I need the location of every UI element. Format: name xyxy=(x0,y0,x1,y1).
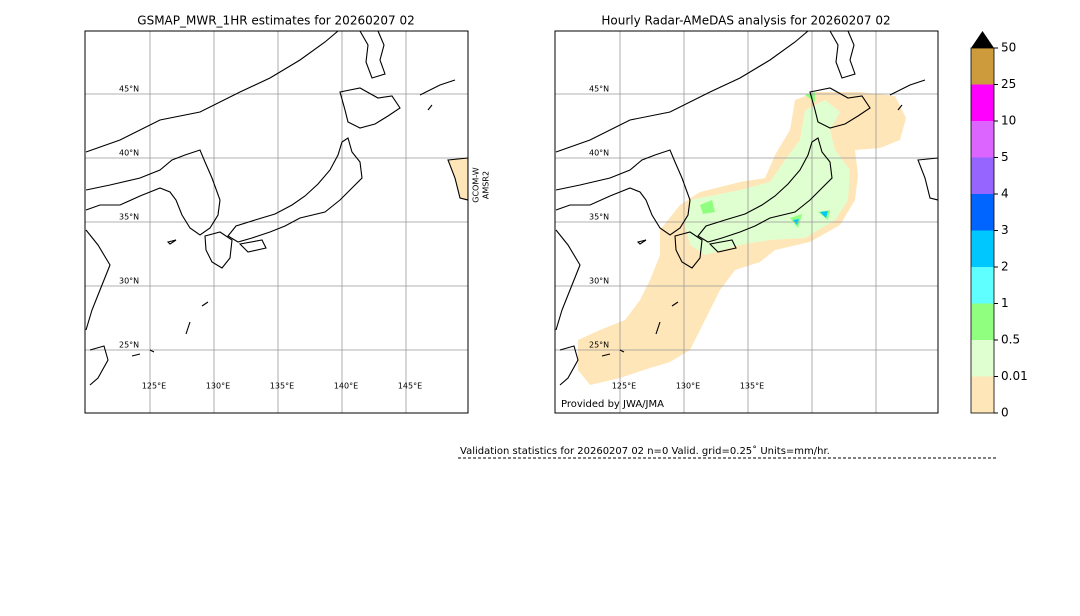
lon-label: 135°E xyxy=(270,382,294,391)
colorbar-label: 1 xyxy=(1001,296,1009,310)
colorbar-segment xyxy=(971,376,994,413)
colorbar-segment xyxy=(971,230,994,267)
lat-label: 35°N xyxy=(119,213,139,222)
lat-label: 45°N xyxy=(119,85,139,94)
map-frame xyxy=(84,30,469,414)
lat-label: 25°N xyxy=(589,341,609,350)
lat-label: 45°N xyxy=(589,85,609,94)
colorbar-segment xyxy=(971,267,994,304)
coastline xyxy=(85,31,468,386)
colorbar-label: 25 xyxy=(1001,77,1016,91)
lat-label: 25°N xyxy=(119,341,139,350)
satellite-label: GCOM-W xyxy=(472,167,481,203)
colorbar-segment xyxy=(971,157,994,194)
panel-title: Hourly Radar-AMeDAS analysis for 2026020… xyxy=(601,14,890,28)
colorbar-extend xyxy=(971,31,994,48)
colorbar-label: 0.5 xyxy=(1001,333,1020,347)
panel-title: GSMAP_MWR_1HR estimates for 20260207 02 xyxy=(137,14,414,28)
colorbar-segment xyxy=(971,303,994,340)
lon-label: 130°E xyxy=(676,382,700,391)
colorbar-segment xyxy=(971,48,994,85)
colorbar-label: 4 xyxy=(1001,187,1009,201)
colorbar-label: 0 xyxy=(1001,406,1009,420)
lon-label: 130°E xyxy=(206,382,230,391)
lon-label: 140°E xyxy=(334,382,358,391)
credit: Provided by JWA/JMA xyxy=(561,399,664,410)
lon-label: 125°E xyxy=(612,382,636,391)
lat-label: 30°N xyxy=(119,277,139,286)
lon-label: 145°E xyxy=(398,382,422,391)
lat-label: 40°N xyxy=(119,149,139,158)
colorbar-label: 5 xyxy=(1001,150,1009,164)
colorbar-label: 50 xyxy=(1001,41,1016,55)
colorbar-segment xyxy=(971,340,994,377)
map-frame xyxy=(554,30,939,414)
map-left xyxy=(85,31,468,413)
colorbar: 0 0.01 0.5 1 2 3 4 5 10 25 50 xyxy=(970,31,1028,420)
lon-label: 125°E xyxy=(142,382,166,391)
lat-label: 35°N xyxy=(589,213,609,222)
graticule xyxy=(555,31,938,413)
map-right xyxy=(555,31,938,413)
colorbar-label: 0.01 xyxy=(1001,369,1028,383)
lat-label: 40°N xyxy=(589,149,609,158)
lat-label: 30°N xyxy=(589,277,609,286)
colorbar-label: 2 xyxy=(1001,260,1009,274)
colorbar-label: 3 xyxy=(1001,223,1009,237)
validation-text: Validation statistics for 20260207 02 n=… xyxy=(460,445,830,457)
colorbar-segment xyxy=(971,84,994,121)
lon-label: 135°E xyxy=(740,382,764,391)
colorbar-segment xyxy=(971,194,994,231)
sensor-label: AMSR2 xyxy=(482,171,491,199)
graticule xyxy=(85,31,468,413)
colorbar-label: 10 xyxy=(1001,114,1016,128)
colorbar-segment xyxy=(971,121,994,158)
